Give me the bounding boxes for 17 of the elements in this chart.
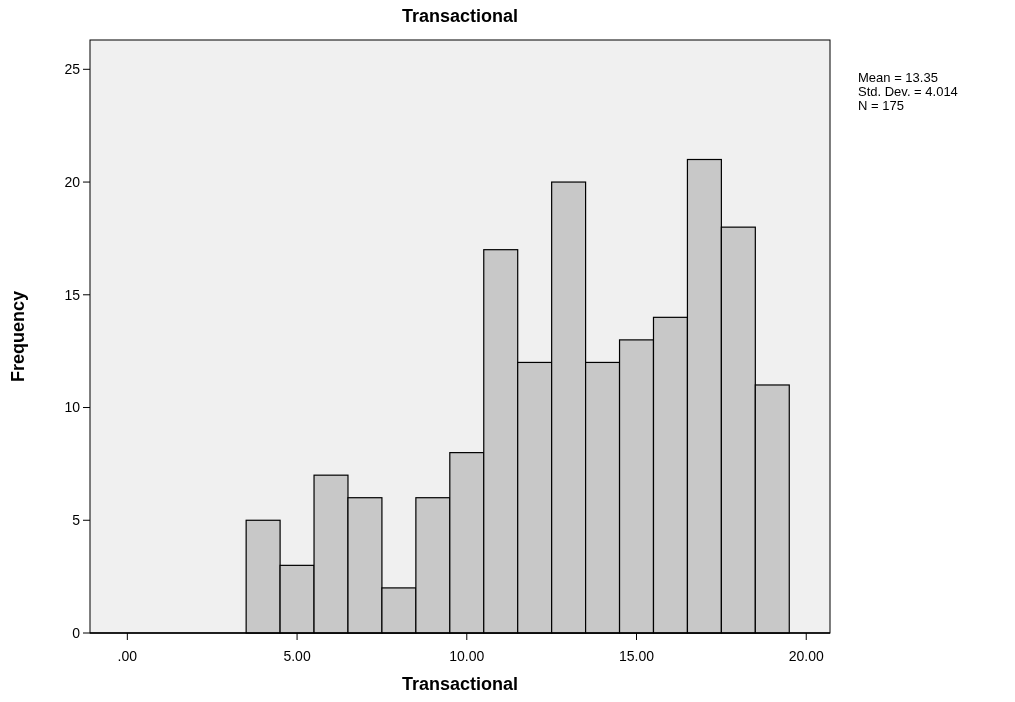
text: N = 175 [858, 98, 904, 113]
x-axis-title: Transactional [401, 674, 519, 694]
text: Std. Dev. = 4.014 [858, 84, 958, 99]
chart-title: Transactional [401, 6, 519, 26]
y-tick-label: 5 [72, 512, 81, 529]
y-axis-title: Frequency [8, 290, 28, 383]
y-tick-label: 0 [72, 624, 81, 641]
y-tick-label: 25 [64, 61, 81, 78]
x-tick-label: 5.00 [283, 648, 311, 664]
y-tick-label: 15 [64, 286, 81, 303]
x-tick-label: 20.00 [788, 648, 824, 664]
x-tick-label: .00 [117, 648, 138, 664]
x-tick-label: 15.00 [618, 648, 655, 664]
text: Mean = 13.35 [858, 70, 938, 85]
y-tick-label: 20 [64, 173, 81, 190]
x-tick-label: 10.00 [449, 648, 485, 664]
y-tick-label: 10 [64, 399, 81, 416]
